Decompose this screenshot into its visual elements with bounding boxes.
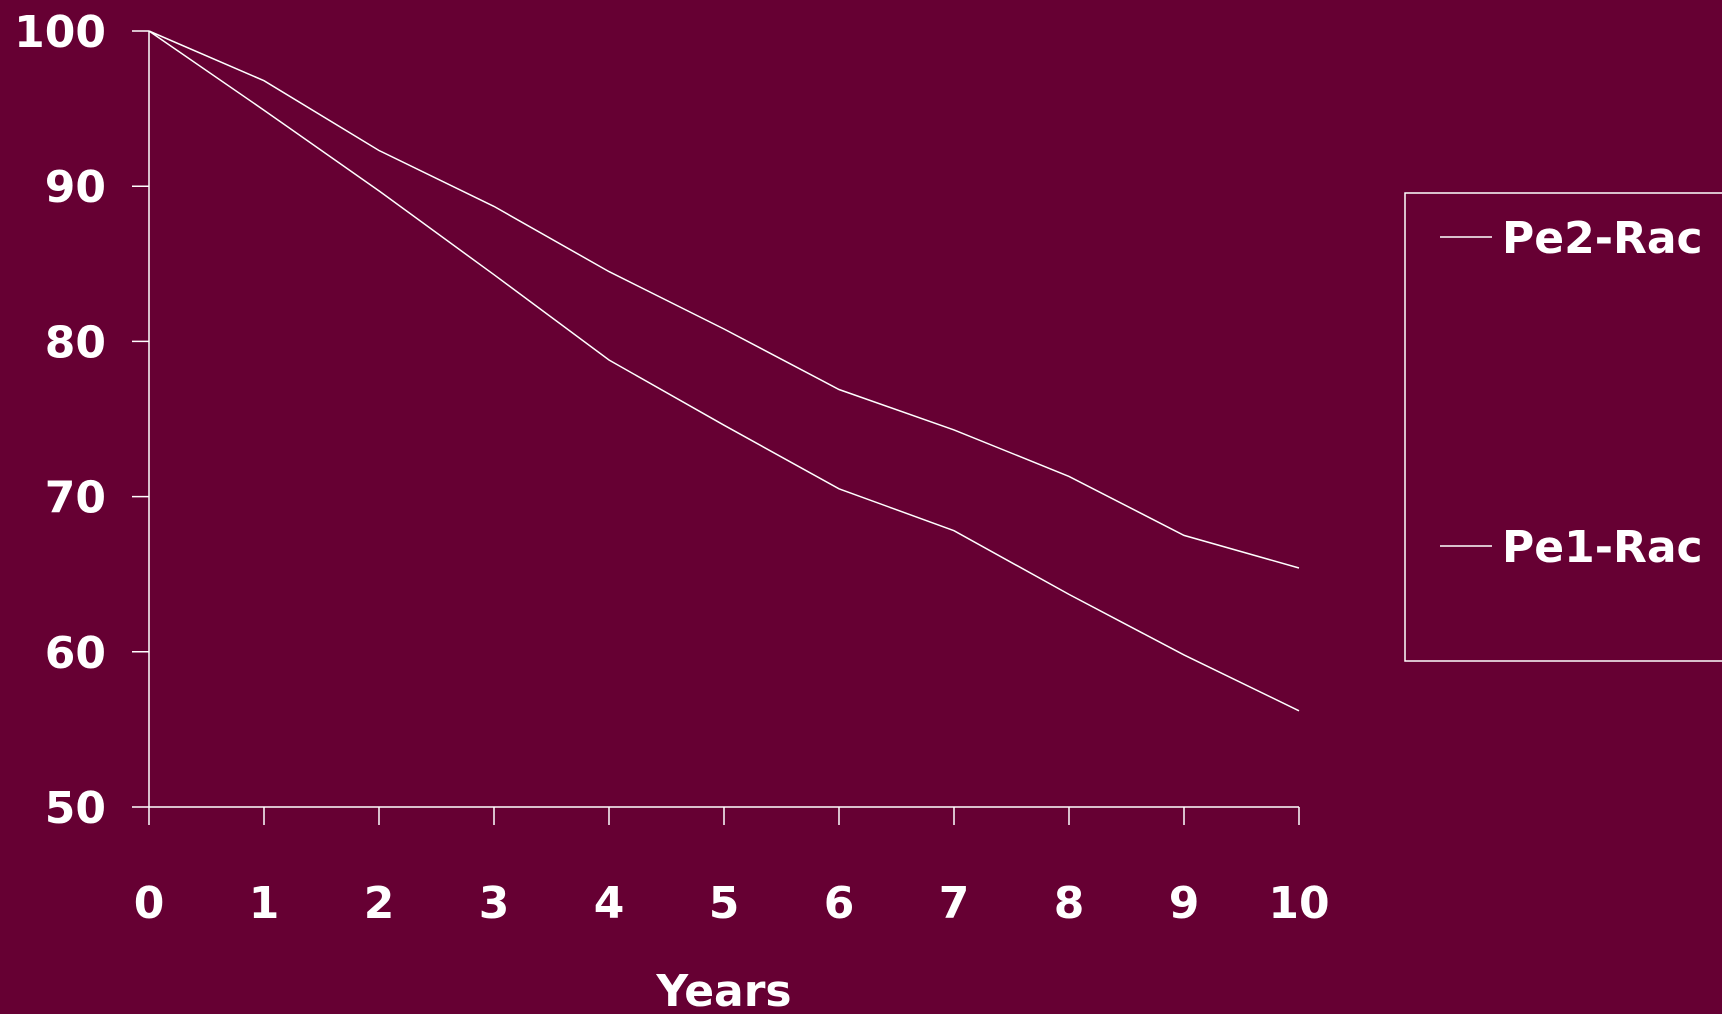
series-lines <box>148 30 1300 712</box>
y-tick-label: 100 <box>14 7 106 58</box>
x-tick-label: 0 <box>134 878 165 929</box>
legend-label: Pe2-Rac <box>1502 213 1703 264</box>
axes <box>148 31 1299 808</box>
x-tick-label: 1 <box>249 878 280 929</box>
y-tick-label: 50 <box>45 783 106 834</box>
y-tick-label: 80 <box>45 317 106 368</box>
x-axis-label: Years <box>655 966 791 1014</box>
x-tick-label: 2 <box>364 878 395 929</box>
y-tick-label: 70 <box>45 473 106 524</box>
x-ticks: 0 1 2 3 4 5 6 7 8 9 10 <box>134 807 1330 929</box>
y-ticks: 100 90 80 70 60 50 <box>14 7 149 834</box>
series-line-pe1-rac <box>148 30 1300 712</box>
x-tick-label: 10 <box>1268 878 1329 929</box>
x-tick-label: 7 <box>939 878 970 929</box>
y-tick-label: 90 <box>45 162 106 213</box>
legend: Pe2-Rac Pe1-Rac <box>1404 192 1722 662</box>
legend-label: Pe1-Rac <box>1502 522 1703 573</box>
series-line-pe2-rac <box>148 30 1300 569</box>
legend-box <box>1404 192 1722 662</box>
x-tick-label: 4 <box>594 878 625 929</box>
x-tick-label: 5 <box>709 878 740 929</box>
x-tick-label: 6 <box>824 878 855 929</box>
x-tick-label: 8 <box>1054 878 1085 929</box>
x-tick-label: 3 <box>479 878 510 929</box>
y-tick-label: 60 <box>45 628 106 679</box>
x-tick-label: 9 <box>1169 878 1200 929</box>
